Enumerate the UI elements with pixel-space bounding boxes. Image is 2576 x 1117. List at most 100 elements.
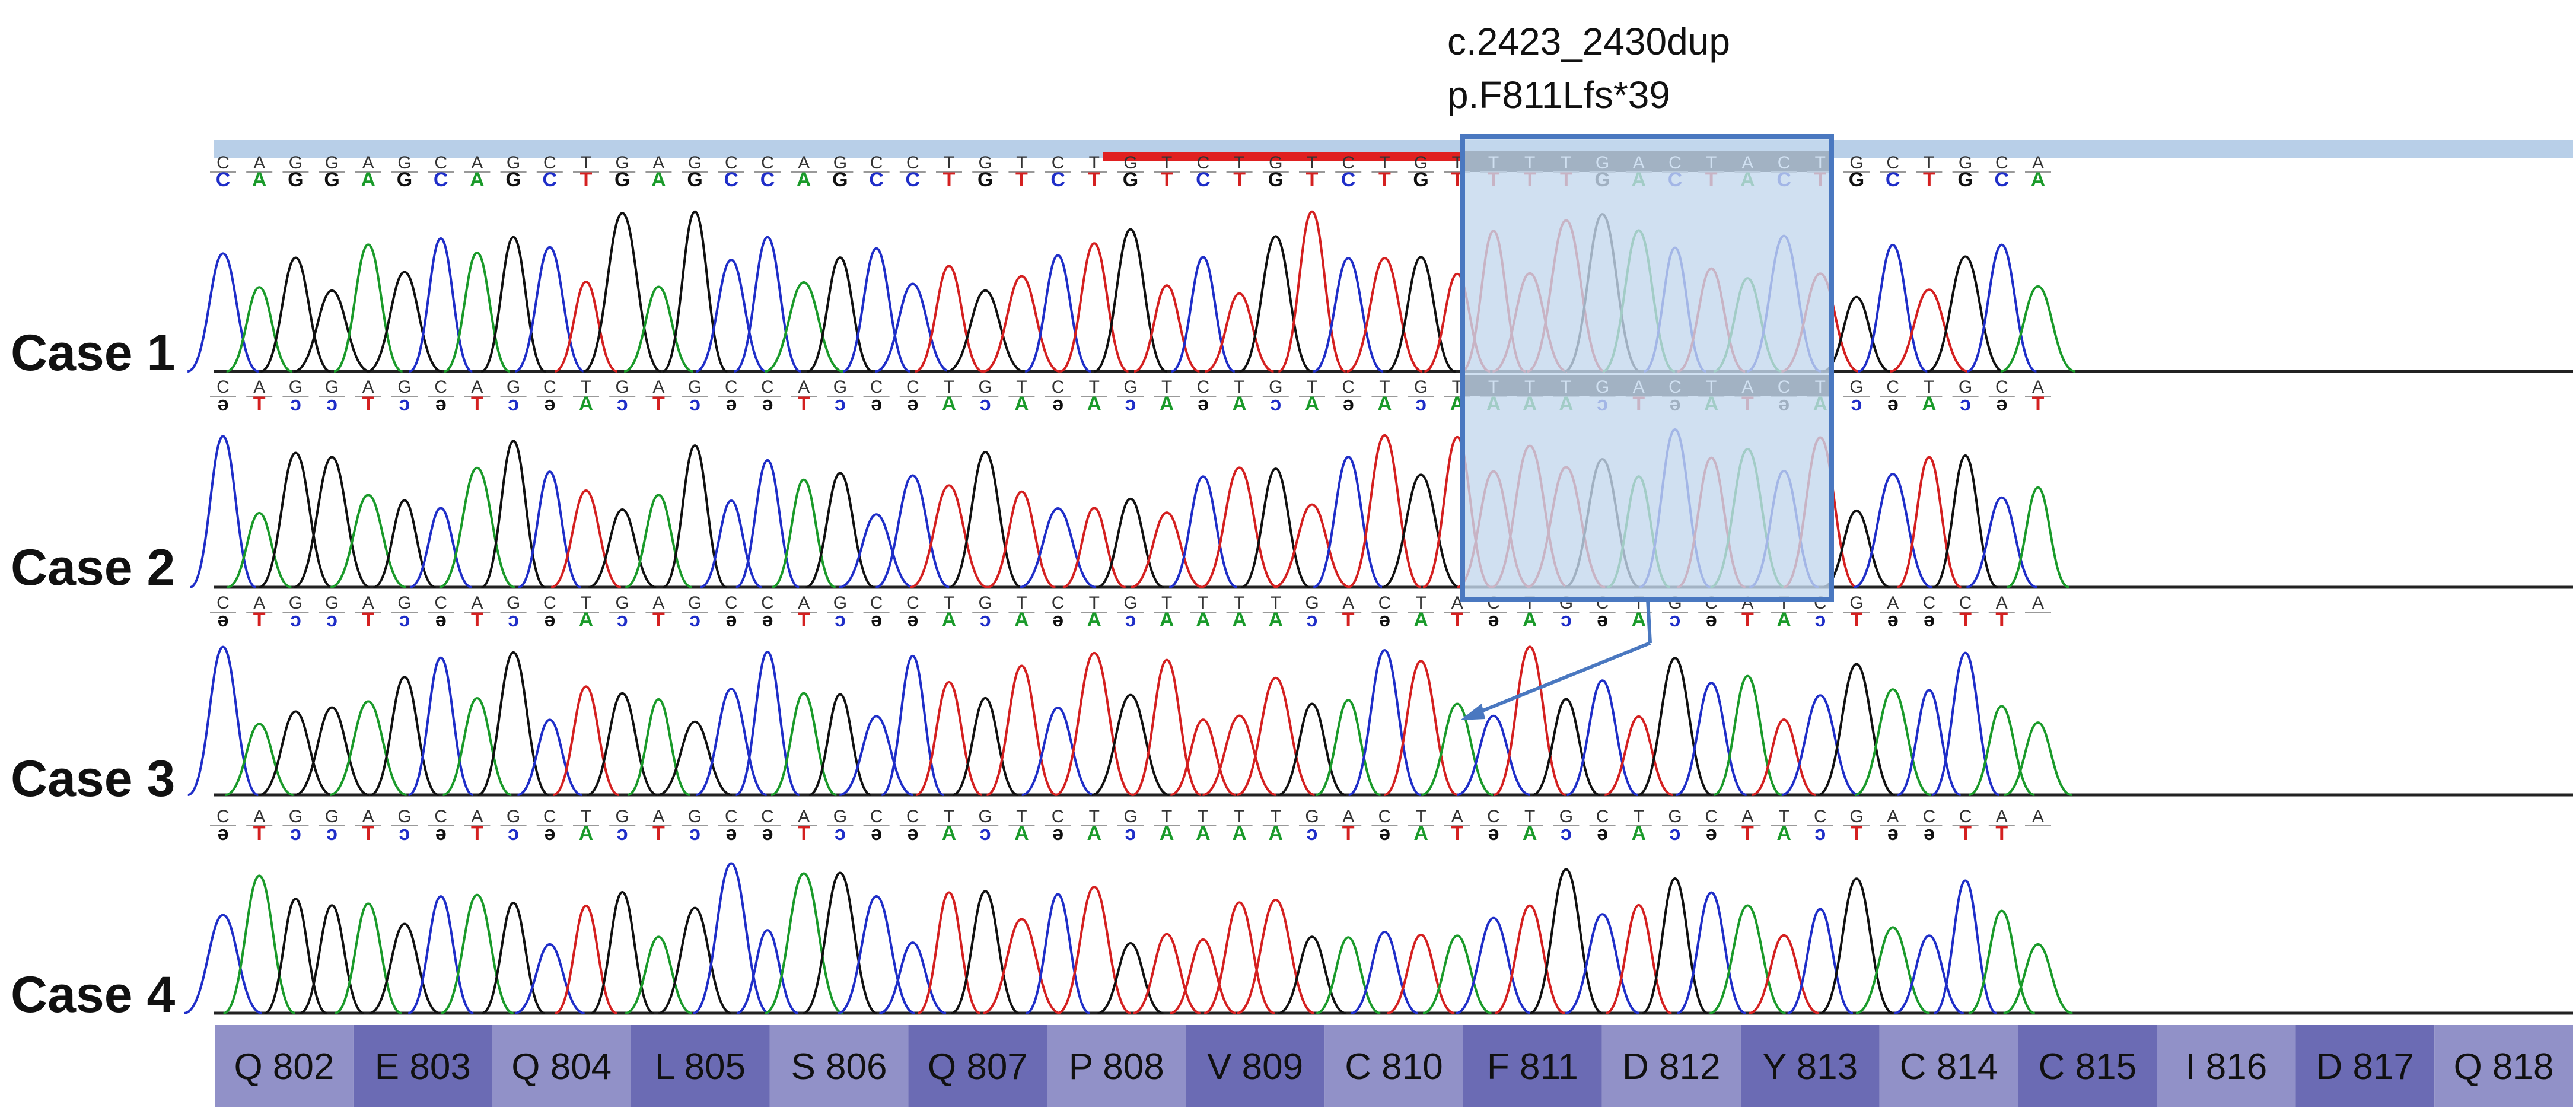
reference-base: G — [1123, 807, 1137, 826]
called-base: ɔ — [689, 393, 700, 415]
chromatogram-peak — [910, 484, 988, 588]
reference-base: G — [1849, 153, 1863, 173]
called-base: ə — [1052, 822, 1063, 845]
called-base: ɔ — [617, 822, 628, 845]
chromatogram-peak — [1968, 705, 2035, 796]
called-base: A — [1160, 393, 1174, 415]
chromatogram-peak — [1565, 913, 1640, 1014]
called-base: A — [361, 168, 376, 191]
called-base: T — [652, 609, 665, 631]
called-base: A — [252, 168, 267, 191]
called-base: C — [869, 168, 884, 191]
chromatogram-peak — [1348, 649, 1421, 796]
codon-cell — [353, 1025, 492, 1107]
chromatogram-peak — [839, 513, 914, 588]
codon-cell — [1463, 1025, 1602, 1107]
chromatogram-peak — [700, 499, 763, 588]
called-base: T — [652, 822, 665, 845]
chromatogram-peak — [805, 472, 875, 588]
reference-base: T — [1089, 807, 1100, 826]
called-base: ə — [1887, 609, 1899, 631]
called-base: ɔ — [1670, 609, 1681, 631]
codon-cell — [215, 1025, 354, 1107]
called-base: ɔ — [290, 393, 301, 415]
reference-base: C — [725, 807, 738, 826]
codon-label: Q 804 — [511, 1046, 612, 1087]
called-base: ə — [1379, 609, 1390, 631]
reference-base: G — [1123, 153, 1137, 173]
reference-base: T — [944, 807, 954, 826]
chromatogram-peak — [480, 236, 546, 373]
called-base: T — [253, 609, 266, 631]
reference-base: T — [1161, 377, 1172, 397]
called-base: ə — [725, 609, 737, 631]
called-base: T — [1233, 168, 1246, 191]
chromatogram-peak — [2000, 285, 2076, 373]
reference-base: T — [1161, 807, 1172, 826]
chromatogram-peak — [477, 651, 550, 796]
called-base: ə — [435, 822, 447, 845]
reference-base: C — [1995, 153, 2008, 173]
reference-base: G — [979, 153, 992, 173]
chromatogram-peak — [946, 289, 1024, 373]
called-base: G — [1957, 168, 1973, 191]
reference-base: A — [253, 377, 265, 397]
chromatogram-peak — [517, 718, 582, 796]
reference-base: A — [362, 377, 374, 397]
called-base: ə — [907, 609, 918, 631]
reference-base: T — [1016, 593, 1027, 613]
called-base: ɔ — [1670, 822, 1681, 845]
codon-cell — [2434, 1025, 2573, 1107]
reference-base: C — [1052, 807, 1065, 826]
chromatogram-peak — [260, 256, 332, 373]
reference-base: T — [944, 377, 954, 397]
called-base: ə — [435, 393, 447, 415]
chromatogram-peak — [1637, 657, 1713, 796]
reference-base: G — [616, 377, 629, 397]
called-base: A — [1087, 393, 1102, 415]
reference-base: C — [1378, 593, 1392, 613]
chromatogram-peak — [838, 895, 915, 1014]
called-base: A — [1269, 822, 1284, 845]
chromatogram-peak — [189, 435, 257, 588]
reference-base: C — [761, 377, 774, 397]
chromatogram-peak — [555, 904, 617, 1014]
called-base: G — [1413, 168, 1428, 191]
reference-base: C — [1959, 807, 1972, 826]
reference-base: G — [1849, 593, 1863, 613]
chromatogram-peak — [2007, 486, 2069, 588]
chromatogram-peak — [695, 259, 768, 373]
chromatogram-peak — [1201, 466, 1278, 588]
chromatogram-peak — [550, 489, 622, 588]
called-base: ɔ — [1561, 822, 1572, 845]
chromatogram-peak — [1819, 877, 1894, 1014]
chromatogram-peak — [734, 236, 801, 373]
called-base: T — [580, 168, 593, 191]
reference-base: T — [1924, 153, 1934, 173]
called-base: A — [1269, 609, 1284, 631]
reference-base: G — [397, 153, 411, 173]
reference-base: G — [289, 153, 303, 173]
chromatogram-peak — [1384, 660, 1459, 796]
arrow-stem — [1646, 599, 1652, 644]
reference-base: C — [906, 807, 919, 826]
chromatogram-peak — [1316, 699, 1381, 796]
reference-base: T — [1016, 377, 1027, 397]
codon-cell — [908, 1025, 1047, 1107]
called-base: A — [1160, 822, 1174, 845]
called-base: ə — [1924, 609, 1935, 631]
reference-base: C — [725, 593, 738, 613]
chromatogram-peak — [1133, 933, 1201, 1014]
called-base: T — [1959, 609, 1972, 631]
reference-base: T — [581, 593, 591, 613]
reference-base: T — [1307, 153, 1317, 173]
chromatogram-peak — [662, 444, 728, 588]
reference-base: A — [253, 593, 265, 613]
reference-base: C — [216, 153, 230, 173]
reference-base: G — [1305, 593, 1319, 613]
called-base: ɔ — [1307, 822, 1318, 845]
chromatogram-peak — [1456, 916, 1531, 1014]
reference-base: A — [1887, 807, 1899, 826]
chromatogram-peak — [1278, 702, 1346, 796]
called-base: A — [1632, 822, 1647, 845]
